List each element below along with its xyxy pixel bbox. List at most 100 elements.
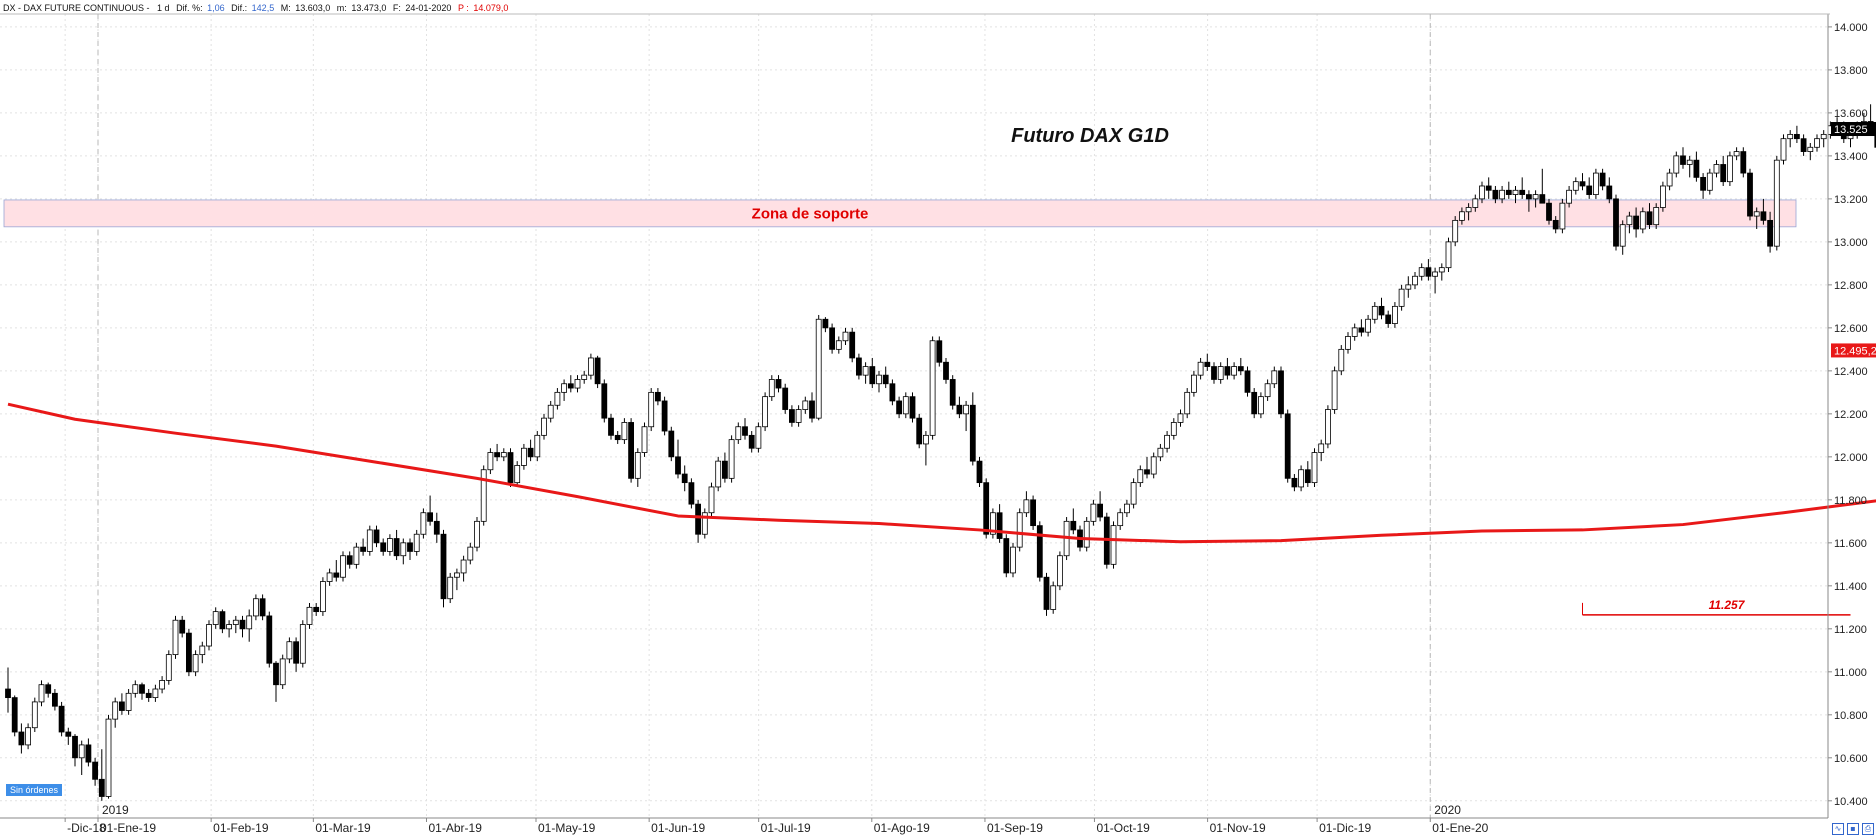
candle-body-down (996, 512, 1003, 539)
candle-body-up (1753, 211, 1760, 217)
candle (179, 615, 186, 638)
svg-text:DX - DAX FUTURE CONTINUOUS -: DX - DAX FUTURE CONTINUOUS - 1 d Dif. %:… (3, 3, 508, 13)
candle-body-down (661, 400, 668, 432)
candle-body-down (1586, 185, 1593, 195)
candle (38, 680, 45, 707)
candle-body-down (1613, 198, 1619, 247)
y-axis[interactable]: 10.400 10.600 10.800 11.000 11.200 11.400 11.6… (1827, 14, 1876, 818)
candle-body-down (1552, 219, 1559, 230)
candle (1814, 134, 1820, 152)
candle (1505, 181, 1512, 199)
candle-body-up (1593, 172, 1599, 195)
save-icon[interactable]: ▪ (1847, 823, 1859, 835)
candle (1191, 370, 1197, 397)
candle (299, 620, 306, 668)
candle-body-down (239, 619, 246, 630)
candle (1452, 216, 1459, 247)
candle-body-up (923, 434, 929, 445)
candle (407, 538, 413, 561)
y-tick-label: 11.000 (1834, 667, 1867, 679)
candle (634, 448, 641, 487)
candle (1311, 448, 1318, 487)
y-tick-label: 12.200 (1834, 409, 1868, 421)
candle-body-down (681, 473, 688, 484)
candle (1184, 388, 1191, 419)
x-tick-label: 01-Jun-19 (651, 821, 705, 835)
candle-body-down (1036, 525, 1043, 578)
candle (628, 418, 634, 483)
y-tick-label: 13.400 (1834, 151, 1868, 163)
candle (762, 392, 768, 432)
candle (1271, 366, 1278, 389)
candle-body-down (440, 533, 447, 600)
candle (346, 551, 353, 569)
candle (1418, 263, 1425, 281)
candle (453, 568, 460, 591)
candle (1392, 302, 1398, 328)
candle (1773, 155, 1780, 251)
candle (226, 620, 233, 638)
candle-body-down (1505, 189, 1512, 195)
candle (1412, 271, 1418, 290)
candle (427, 495, 434, 526)
candle (1606, 177, 1613, 204)
candle (1211, 362, 1217, 384)
x-tick-label: 01-Ago-19 (874, 821, 930, 835)
candle (701, 508, 708, 539)
candle (252, 594, 259, 621)
x-tick-label: 01-Oct-19 (1096, 821, 1150, 835)
candle (1150, 452, 1157, 479)
candle (1519, 177, 1526, 199)
candle-body-up (842, 331, 849, 342)
candle (447, 572, 454, 604)
candle-body-down (1767, 219, 1773, 247)
candle-body-up (1191, 374, 1197, 393)
candle-body-down (266, 615, 273, 664)
candle (601, 379, 608, 423)
candle-body-down (1874, 129, 1876, 148)
header-timeframe: 1 d (157, 3, 170, 13)
candle-body-up (521, 447, 527, 466)
candle-body-down (1579, 181, 1586, 187)
candle-body-down (829, 327, 835, 350)
candle-body-down (219, 611, 226, 630)
candle-body-up (1639, 211, 1646, 230)
candle (1572, 177, 1579, 195)
candle-body-down (1693, 159, 1700, 178)
candle-body-down (1794, 133, 1800, 140)
candle (1660, 181, 1666, 212)
candle-body-up (1157, 447, 1164, 458)
candle (112, 697, 119, 728)
candle (1304, 461, 1311, 487)
candle (1552, 216, 1559, 234)
candle-body-up (963, 404, 969, 415)
candle (1686, 155, 1693, 178)
candle (956, 396, 963, 419)
corner-controls: ∿ ▪ ⎙ (1832, 823, 1874, 835)
header-diff-value: 142,5 (252, 3, 275, 13)
candle-body-down (1539, 194, 1546, 204)
candle (1459, 207, 1465, 225)
candle-body-down (52, 692, 58, 707)
candle-body-up (1566, 189, 1572, 204)
candle (1030, 495, 1036, 530)
zoom-icon[interactable]: ∿ (1832, 823, 1844, 835)
candle-body-up (1626, 215, 1633, 226)
last-price-tag-bg (1831, 122, 1876, 137)
y-tick-label: 13.800 (1834, 65, 1868, 77)
candle (1164, 431, 1170, 453)
candle (969, 392, 976, 466)
candle-body-up (299, 624, 306, 664)
print-icon[interactable]: ⎙ (1862, 823, 1874, 835)
candle (366, 525, 373, 556)
candle-body-down (1211, 366, 1217, 380)
x-tick-label: 01-May-19 (538, 821, 596, 835)
candle-body-down (65, 731, 72, 737)
candle-body-down (1278, 370, 1284, 415)
candle-body-down (293, 641, 300, 664)
candle (715, 456, 722, 492)
candle-body-up (467, 546, 474, 561)
candle-body-down (601, 383, 608, 419)
